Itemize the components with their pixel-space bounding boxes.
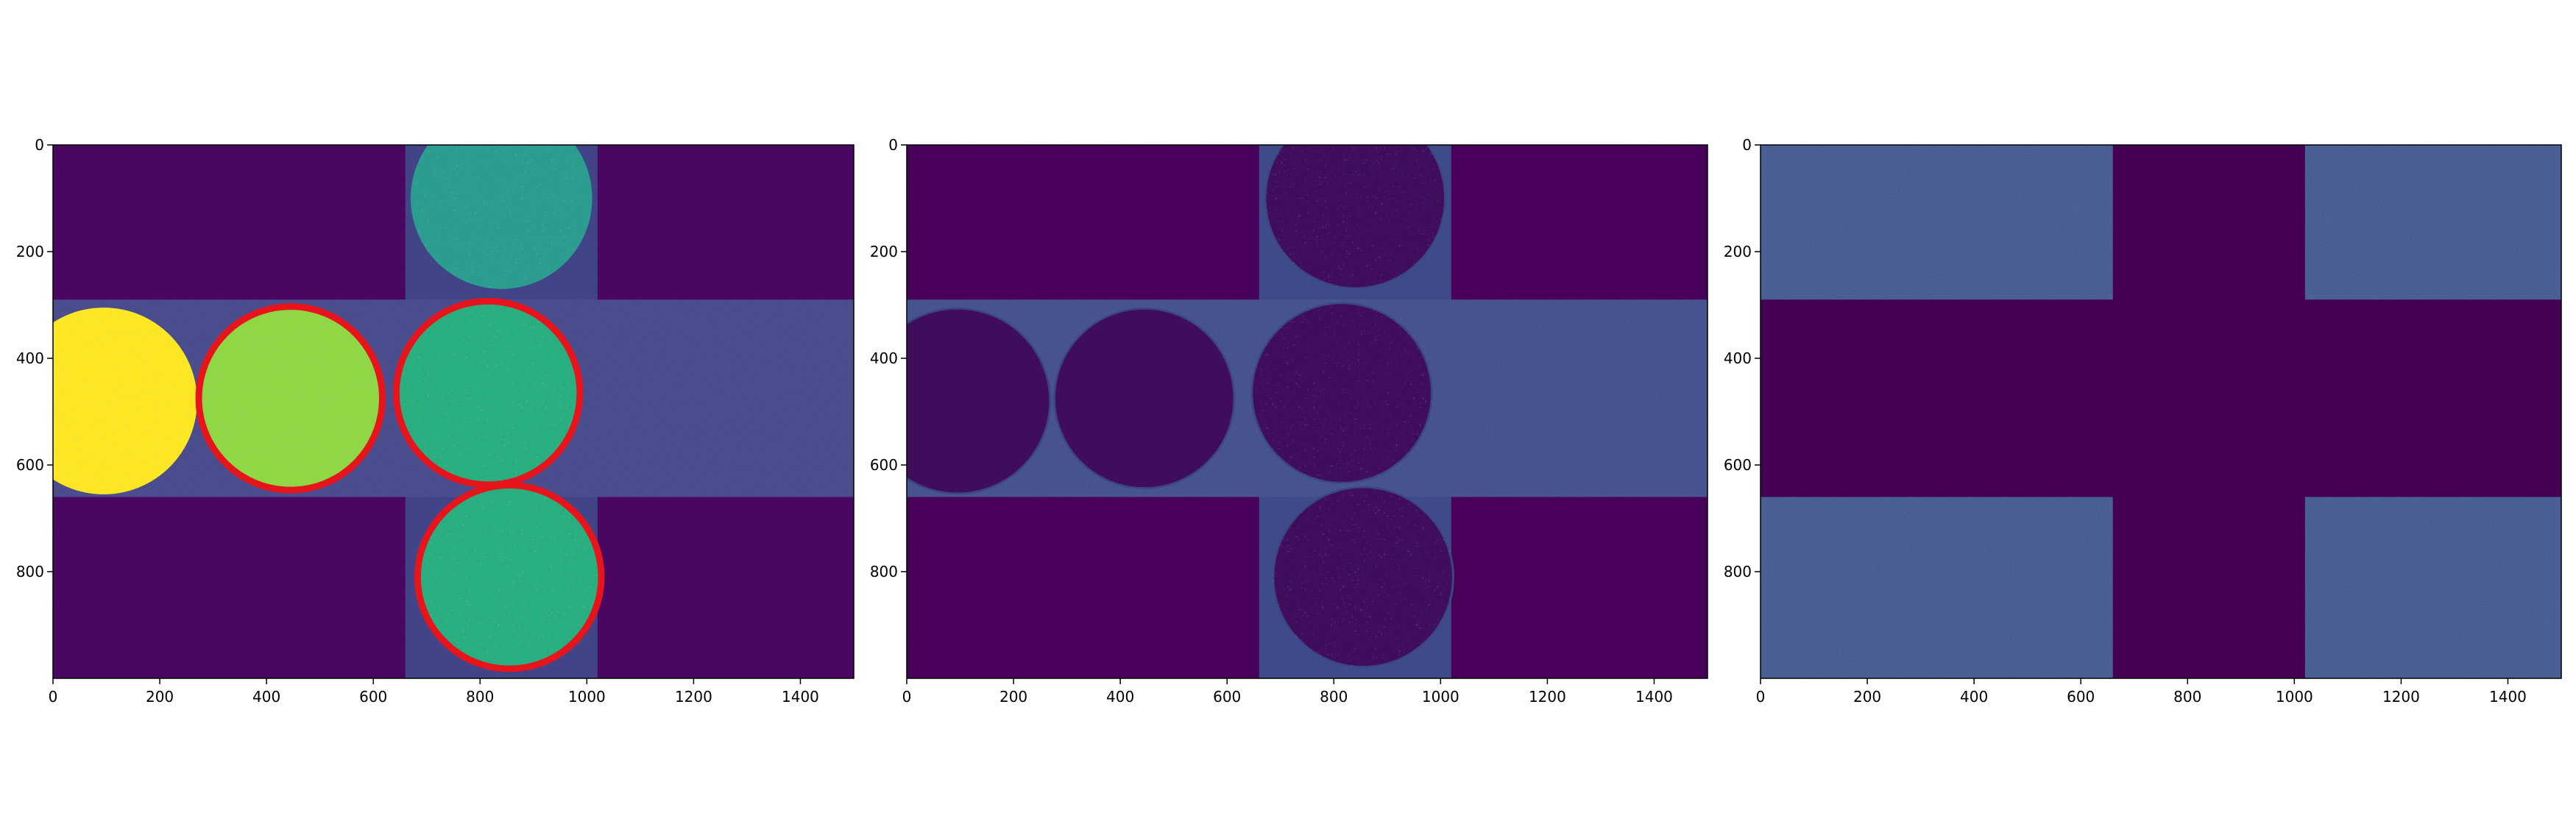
- y-tick-label: 200: [1724, 243, 1752, 260]
- y-tick-label: 0: [1742, 136, 1752, 154]
- specimen-circle: [907, 308, 1051, 494]
- panel-2: 0 200 400 600 800 1000 1200 1400 0 200 400 600 800: [870, 136, 1708, 706]
- specimen-texture: [199, 308, 382, 489]
- x-tick-label: 400: [1106, 688, 1134, 706]
- x-tick-label: 400: [1960, 688, 1988, 706]
- x-tick-label: 200: [999, 688, 1027, 706]
- y-tick-label: 400: [16, 349, 44, 367]
- panel-3-frame: [1760, 144, 2562, 679]
- x-tick-label: 400: [252, 688, 280, 706]
- x-tick-label: 1200: [675, 688, 712, 706]
- y-tick-label: 800: [16, 563, 44, 580]
- x-tick-label: 1400: [782, 688, 819, 706]
- panel-2-frame: [906, 144, 1708, 679]
- panel-1: 0 200 400 600 800 1000 1200 1400 0 200 400 600 800: [16, 136, 854, 706]
- specimen-texture: [1272, 486, 1454, 668]
- y-tick-label: 0: [888, 136, 898, 154]
- panel-3-image: [1761, 145, 2561, 678]
- specimen-rim: [1052, 307, 1236, 490]
- panel-1-image: [53, 145, 854, 678]
- panel-1-x-axis: 0 200 400 600 800 1000 1200 1400: [49, 678, 819, 706]
- x-tick-label: 0: [49, 688, 58, 706]
- y-tick-label: 200: [870, 243, 898, 260]
- x-tick-label: 800: [2173, 688, 2201, 706]
- y-tick-label: 600: [870, 456, 898, 474]
- x-tick-label: 200: [1853, 688, 1881, 706]
- specimen-texture: [418, 486, 601, 668]
- y-tick-label: 600: [1724, 456, 1752, 474]
- y-tick-label: 400: [870, 349, 898, 367]
- annotation-circle: [414, 481, 605, 672]
- x-tick-label: 600: [2067, 688, 2095, 706]
- panel-1-frame: [52, 144, 854, 679]
- y-tick-label: 200: [16, 243, 44, 260]
- specimen-texture: [411, 145, 592, 289]
- x-tick-label: 200: [146, 688, 174, 706]
- panel-3-y-axis: 0 200 400 600 800: [1724, 136, 1761, 580]
- annotation-circle: [195, 303, 386, 494]
- x-tick-label: 600: [1213, 688, 1241, 706]
- panel-3: 0 200 400 600 800 1000 1200 1400 0 200 400 600 800: [1724, 136, 2562, 706]
- panel-2-y-axis: 0 200 400 600 800: [870, 136, 907, 580]
- panel-3-x-axis: 0 200 400 600 800 1000 1200 1400: [1756, 678, 2527, 706]
- x-tick-label: 1200: [1529, 688, 1566, 706]
- specimen-texture: [397, 302, 579, 484]
- x-tick-label: 800: [1320, 688, 1348, 706]
- x-tick-label: 1200: [2382, 688, 2420, 706]
- y-tick-label: 0: [35, 136, 44, 154]
- panel-1-annotations: [195, 297, 605, 672]
- y-tick-label: 600: [16, 456, 44, 474]
- x-tick-label: 1000: [2276, 688, 2313, 706]
- cross-horizontal-band: [1761, 299, 2561, 497]
- panel-2-x-axis: 0 200 400 600 800 1000 1200 1400: [902, 678, 1673, 706]
- y-tick-label: 800: [870, 563, 898, 580]
- panel-2-image: [907, 145, 1708, 678]
- x-tick-label: 1400: [1635, 688, 1673, 706]
- specimen-texture: [1264, 145, 1446, 289]
- x-tick-label: 600: [359, 688, 387, 706]
- specimen-rim: [907, 307, 1052, 495]
- x-tick-label: 0: [902, 688, 912, 706]
- x-tick-label: 1000: [568, 688, 606, 706]
- y-tick-label: 800: [1724, 563, 1752, 580]
- specimen-texture: [53, 308, 197, 494]
- x-tick-label: 1400: [2489, 688, 2527, 706]
- specimen-circle: [1053, 308, 1236, 489]
- x-tick-label: 0: [1756, 688, 1766, 706]
- x-tick-label: 800: [466, 688, 494, 706]
- y-tick-label: 400: [1724, 349, 1752, 367]
- x-tick-label: 1000: [1422, 688, 1459, 706]
- panel-1-y-axis: 0 200 400 600 800: [16, 136, 53, 580]
- specimen-texture: [1250, 302, 1433, 484]
